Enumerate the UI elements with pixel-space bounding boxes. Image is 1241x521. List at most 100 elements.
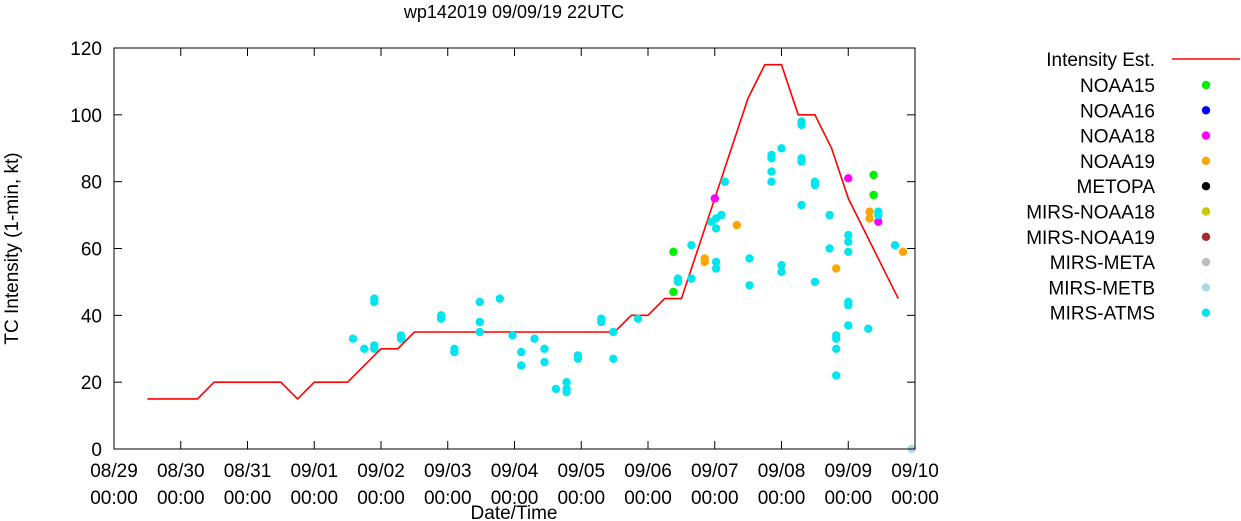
point-mirs-atms [711,264,721,273]
point-mirs-atms [711,257,721,267]
point-mirs-atms [844,301,853,310]
point-mirs-atms [777,261,786,270]
point-noaa15 [669,247,678,256]
point-mirs-atms [508,331,517,340]
y-tick-label: 20 [81,373,102,394]
point-mirs-atms [495,294,504,303]
point-mirs-atms [551,384,561,394]
point-noaa19 [865,207,874,216]
x-tick-date: 09/04 [491,461,539,482]
point-noaa19 [700,257,709,267]
point-mirs-atms [475,317,484,327]
point-noaa15 [869,190,878,200]
legend-label-mirs-atms: MIRS-ATMS [1050,304,1155,325]
y-tick-label: 0 [91,440,102,461]
x-tick-time: 00:00 [157,488,205,509]
legend-label-metopa: METOPA [1077,177,1156,198]
point-mirs-atms [767,177,776,186]
point-mirs-atms [844,321,853,330]
legend-swatch-noaa18 [1201,131,1211,140]
x-tick-date: 09/03 [424,461,472,482]
point-mirs-atms [573,354,583,363]
x-tick-time: 00:00 [758,488,806,509]
point-mirs-atms [597,317,606,327]
point-mirs-atms [745,254,754,263]
chart-title: wp142019 09/09/19 22UTC [403,2,624,22]
point-mirs-atms [450,347,459,357]
x-tick-date: 09/05 [557,461,605,482]
y-tick-label: 100 [70,106,102,127]
point-mirs-atms [825,244,834,253]
x-tick-date: 09/08 [758,461,806,482]
legend-swatch-mirs-metb [1201,283,1211,292]
point-mirs-atms [609,354,618,363]
legend-label-noaa15: NOAA15 [1080,76,1155,97]
x-tick-date: 09/02 [357,461,405,482]
point-mirs-atms [767,167,776,176]
legend-swatch-noaa15 [1201,80,1211,90]
legend-label-mirs-noaa18: MIRS-NOAA18 [1026,203,1155,224]
point-mirs-atms [832,371,841,380]
x-tick-time: 00:00 [624,488,672,509]
point-mirs-atms [810,277,820,287]
point-mirs-atms [517,347,526,357]
point-mirs-atms [864,324,873,333]
x-tick-date: 09/06 [624,461,672,482]
legend-swatch-mirs-noaa19 [1201,232,1211,241]
point-mirs-atms [711,224,721,233]
legend-swatch-noaa16 [1201,106,1211,115]
point-mirs-atms [396,334,406,343]
point-noaa18 [874,217,883,226]
legend-swatch-metopa [1201,182,1211,191]
point-mirs-atms [360,344,369,353]
point-noaa19 [898,247,908,256]
point-noaa19 [732,220,741,230]
legend-swatch-noaa19 [1201,156,1211,166]
legend-label-noaa19: NOAA19 [1080,152,1155,173]
point-mirs-atms [562,378,571,387]
point-mirs-atms [832,344,841,353]
legend-label-mirs-metb: MIRS-METB [1048,278,1155,299]
x-tick-date: 08/31 [224,461,272,482]
point-mirs-atms [745,281,754,290]
point-noaa15 [869,170,878,180]
x-tick-time: 00:00 [491,488,539,509]
y-tick-label: 60 [81,240,102,261]
point-mirs-atms [797,157,806,166]
point-mirs-atms [844,230,853,240]
point-mirs-atms [530,334,539,343]
point-mirs-atms [348,334,358,343]
point-noaa18 [844,174,853,183]
x-tick-time: 00:00 [90,488,138,509]
x-tick-time: 00:00 [891,488,939,509]
x-tick-time: 00:00 [290,488,338,509]
point-mirs-atms [562,388,571,397]
y-axis-label: TC Intensity (1-min, kt) [2,152,23,344]
point-mirs-atms [810,180,820,190]
x-tick-date: 09/01 [290,461,338,482]
legend-label-intensity: Intensity Est. [1046,50,1155,71]
point-mirs-atms [517,361,526,370]
legend-label-mirs-meta: MIRS-META [1050,253,1156,274]
x-tick-date: 08/30 [157,461,205,482]
point-mirs-atms [687,241,696,250]
x-tick-date: 09/07 [691,461,739,482]
point-noaa19 [865,214,874,223]
point-mirs-atms [540,357,549,367]
point-mirs-atms [540,344,549,353]
point-mirs-atms [777,144,786,153]
point-mirs-atms [797,120,806,130]
intensity-estimate-line [147,63,900,401]
point-mirs-atms [720,177,729,186]
legend-label-mirs-noaa19: MIRS-NOAA19 [1026,228,1155,249]
x-tick-date: 09/09 [824,461,872,482]
legend-label-noaa18: NOAA18 [1080,127,1155,148]
x-tick-time: 00:00 [824,488,872,509]
legend-swatch-mirs-atms [1201,308,1211,317]
x-tick-time: 00:00 [557,488,605,509]
point-mirs-atms [825,210,834,220]
x-tick-time: 00:00 [691,488,739,509]
point-mirs-atms [767,154,776,163]
legend-swatch-mirs-meta [1201,257,1211,267]
